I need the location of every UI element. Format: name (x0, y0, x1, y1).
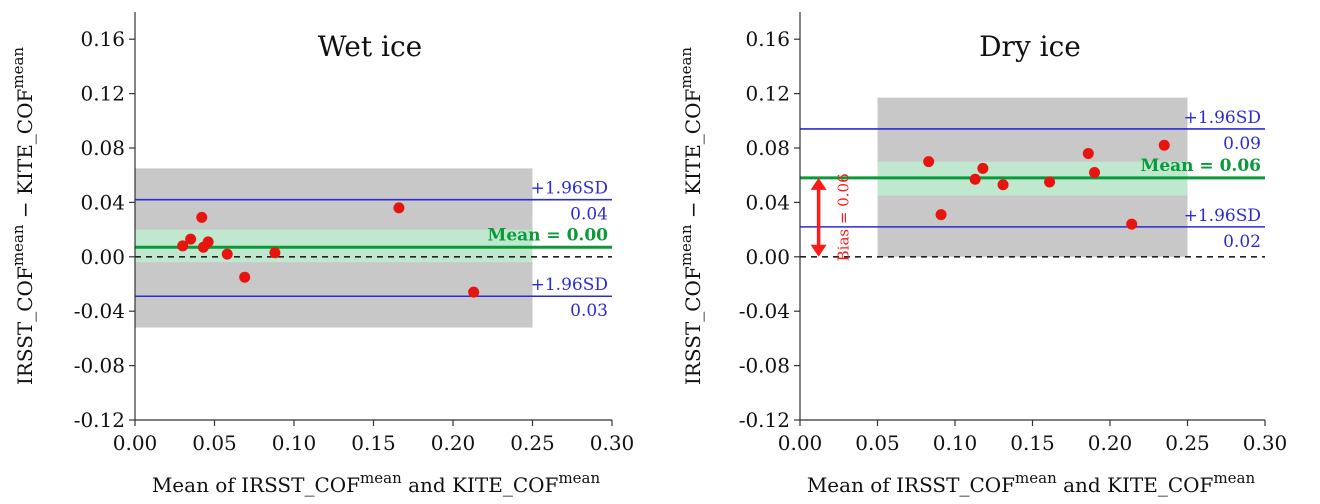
data-point (1044, 176, 1056, 188)
lower-limit-value: 0.03 (570, 301, 608, 321)
y-tick-label: 0.12 (80, 82, 125, 106)
x-tick-label: 0.20 (431, 431, 476, 455)
data-point (1089, 166, 1100, 178)
y-tick-label: 0.08 (80, 136, 125, 160)
bias-arrow-head-top (810, 177, 827, 190)
data-point (923, 156, 935, 168)
y-tick-label: 0.04 (745, 190, 790, 214)
y-axis-label: IRSST_COFmean − KITE_COFmean (9, 47, 37, 386)
y-tick-label: -0.12 (74, 408, 125, 432)
upper-limit-label: +1.96SD (1184, 108, 1261, 128)
data-point (185, 233, 197, 245)
data-point (221, 248, 233, 260)
chart-title: Wet ice (318, 30, 422, 63)
y-tick-label: -0.08 (739, 354, 790, 378)
y-axis-label: IRSST_COFmean − KITE_COFmean (677, 47, 705, 386)
x-tick-label: 0.05 (855, 431, 900, 455)
x-tick-label: 0.15 (1010, 431, 1055, 455)
x-tick-label: 0.25 (510, 431, 555, 455)
mean-label: Mean = 0.00 (488, 225, 609, 245)
upper-limit-value: 0.04 (570, 205, 608, 225)
x-tick-label: 0.00 (113, 431, 158, 455)
x-tick-label: 0.10 (272, 431, 317, 455)
dry-ice-chart: +1.96SD 0.09 +1.96SD 0.02 Mean = 0.06 Bias = … (677, 12, 1287, 497)
wet-ice-chart: +1.96SD 0.04 +1.96SD 0.03 Mean = 0.00 -0.12 -0… (9, 12, 634, 497)
data-point (202, 236, 214, 248)
data-point (935, 209, 947, 221)
data-point (269, 247, 281, 259)
data-point (177, 240, 189, 252)
x-tick-label: 0.30 (1243, 431, 1288, 455)
lower-limit-label: +1.96SD (1184, 206, 1261, 226)
y-tick-label: 0.16 (80, 27, 125, 51)
lower-limit-value: 0.02 (1223, 232, 1261, 252)
y-tick-label: -0.04 (739, 299, 790, 323)
y-tick-label: -0.12 (739, 408, 790, 432)
data-point (1158, 139, 1170, 151)
y-tick-label: 0.12 (745, 82, 790, 106)
data-point (1082, 147, 1094, 159)
x-tick-label: 0.25 (1165, 431, 1210, 455)
y-tick-label: 0.16 (745, 27, 790, 51)
data-point (468, 286, 480, 298)
x-tick-label: 0.20 (1088, 431, 1133, 455)
x-tick-label: 0.10 (933, 431, 978, 455)
data-point (997, 179, 1009, 191)
upper-limit-label: +1.96SD (531, 179, 608, 199)
bias-arrow-head-bottom (810, 244, 827, 257)
data-point (239, 271, 251, 283)
y-tick-label: 0.08 (745, 136, 790, 160)
chart-title: Dry ice (979, 30, 1081, 63)
x-tick-label: 0.00 (778, 431, 823, 455)
x-tick-label: 0.15 (351, 431, 396, 455)
data-point (969, 173, 981, 185)
data-point (977, 162, 989, 174)
upper-limit-value: 0.09 (1223, 134, 1261, 154)
lower-limit-label: +1.96SD (531, 275, 608, 295)
x-axis-label: Mean of IRSST_COFmean and KITE_COFmean (152, 469, 601, 497)
bias-label: Bias = 0.06 (835, 173, 853, 261)
mean-label: Mean = 0.06 (1141, 156, 1262, 176)
x-axis-label: Mean of IRSST_COFmean and KITE_COFmean (807, 469, 1256, 497)
data-point (1126, 218, 1138, 230)
y-tick-label: 0.04 (80, 190, 125, 214)
data-point (196, 211, 208, 223)
y-tick-label: 0.00 (745, 245, 790, 269)
y-tick-label: -0.04 (74, 299, 125, 323)
x-tick-label: 0.05 (192, 431, 237, 455)
y-tick-label: 0.00 (80, 245, 125, 269)
y-tick-label: -0.08 (74, 354, 125, 378)
data-point (393, 202, 405, 214)
x-tick-label: 0.30 (590, 431, 635, 455)
